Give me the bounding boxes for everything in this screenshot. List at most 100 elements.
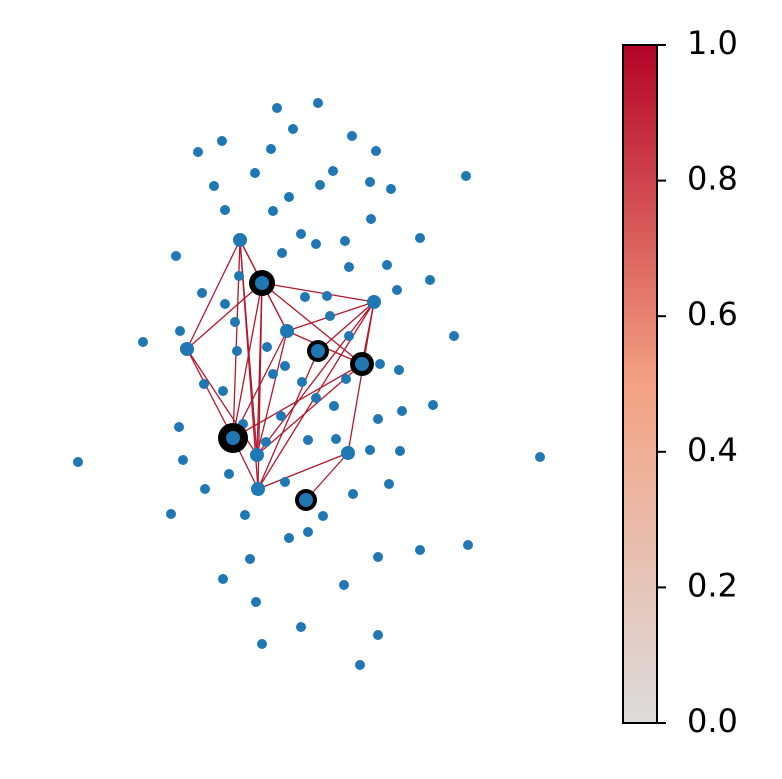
node [197, 288, 207, 298]
node [300, 292, 310, 302]
edge [317, 301, 375, 352]
node [428, 400, 438, 410]
node [276, 411, 286, 421]
node [347, 131, 357, 141]
edge [261, 282, 375, 303]
node [303, 527, 313, 537]
edge [186, 348, 234, 439]
edge [257, 452, 349, 490]
hub-node [251, 482, 265, 496]
node [395, 446, 405, 456]
node [449, 331, 459, 341]
node [218, 386, 228, 396]
hub-node [367, 295, 381, 309]
edge [261, 282, 363, 365]
node [315, 180, 325, 190]
node [296, 229, 306, 239]
node [348, 489, 358, 499]
node [240, 510, 250, 520]
node [280, 361, 290, 371]
node [268, 206, 278, 216]
node [371, 146, 381, 156]
hub-node [226, 431, 240, 445]
node [355, 660, 365, 670]
node [425, 275, 435, 285]
node [277, 248, 287, 258]
node [373, 630, 383, 640]
node [325, 311, 335, 321]
node [341, 374, 351, 384]
node [284, 533, 294, 543]
edges [186, 239, 375, 501]
node [392, 285, 402, 295]
node [313, 98, 323, 108]
hub-node [280, 324, 294, 338]
node [340, 236, 350, 246]
node [193, 147, 203, 157]
node [331, 434, 341, 444]
node [318, 511, 328, 521]
edge [257, 350, 319, 490]
node [230, 317, 240, 327]
node [220, 299, 230, 309]
hub-node [250, 448, 264, 462]
node [365, 445, 375, 455]
node [386, 184, 396, 194]
node [272, 103, 282, 113]
node [220, 205, 230, 215]
node [251, 597, 261, 607]
node [296, 622, 306, 632]
node [268, 369, 278, 379]
node [382, 260, 392, 270]
edge [232, 282, 263, 439]
node [297, 377, 307, 387]
node [209, 181, 219, 191]
node [311, 239, 321, 249]
node [366, 214, 376, 224]
edge [256, 330, 288, 456]
node [339, 580, 349, 590]
hub-node [233, 233, 247, 247]
edge [232, 363, 363, 439]
node [461, 171, 471, 181]
node [199, 379, 209, 389]
node [373, 414, 383, 424]
node [166, 509, 176, 519]
edge [186, 239, 241, 350]
node [384, 479, 394, 489]
node [234, 271, 244, 281]
node [218, 574, 228, 584]
node [266, 144, 276, 154]
node [200, 484, 210, 494]
node [329, 401, 339, 411]
node [217, 136, 227, 146]
edge [186, 282, 263, 350]
hub-node [299, 493, 313, 507]
node [250, 168, 260, 178]
colorbar-tick-label: 1.0 [687, 24, 738, 62]
hub-node [180, 342, 194, 356]
colorbar-scale [622, 44, 658, 724]
node [261, 437, 271, 447]
node [375, 359, 385, 369]
node [171, 251, 181, 261]
colorbar-tick-label: 0.0 [687, 702, 738, 740]
node [303, 435, 313, 445]
node [397, 406, 407, 416]
colorbar-tick-label: 0.8 [687, 160, 738, 198]
colorbar: 0.0 0.2 0.4 0.6 0.8 1.0 [622, 24, 738, 740]
node [311, 393, 321, 403]
node [415, 233, 425, 243]
node [138, 337, 148, 347]
node [415, 545, 425, 555]
colorbar-tick-label: 0.6 [687, 295, 738, 333]
hub-node [341, 446, 355, 460]
hub-node [311, 344, 325, 358]
edge [256, 301, 375, 456]
hub-node [355, 357, 369, 371]
node [284, 192, 294, 202]
hub-node [255, 276, 269, 290]
node [373, 552, 383, 562]
nodes [73, 98, 545, 670]
